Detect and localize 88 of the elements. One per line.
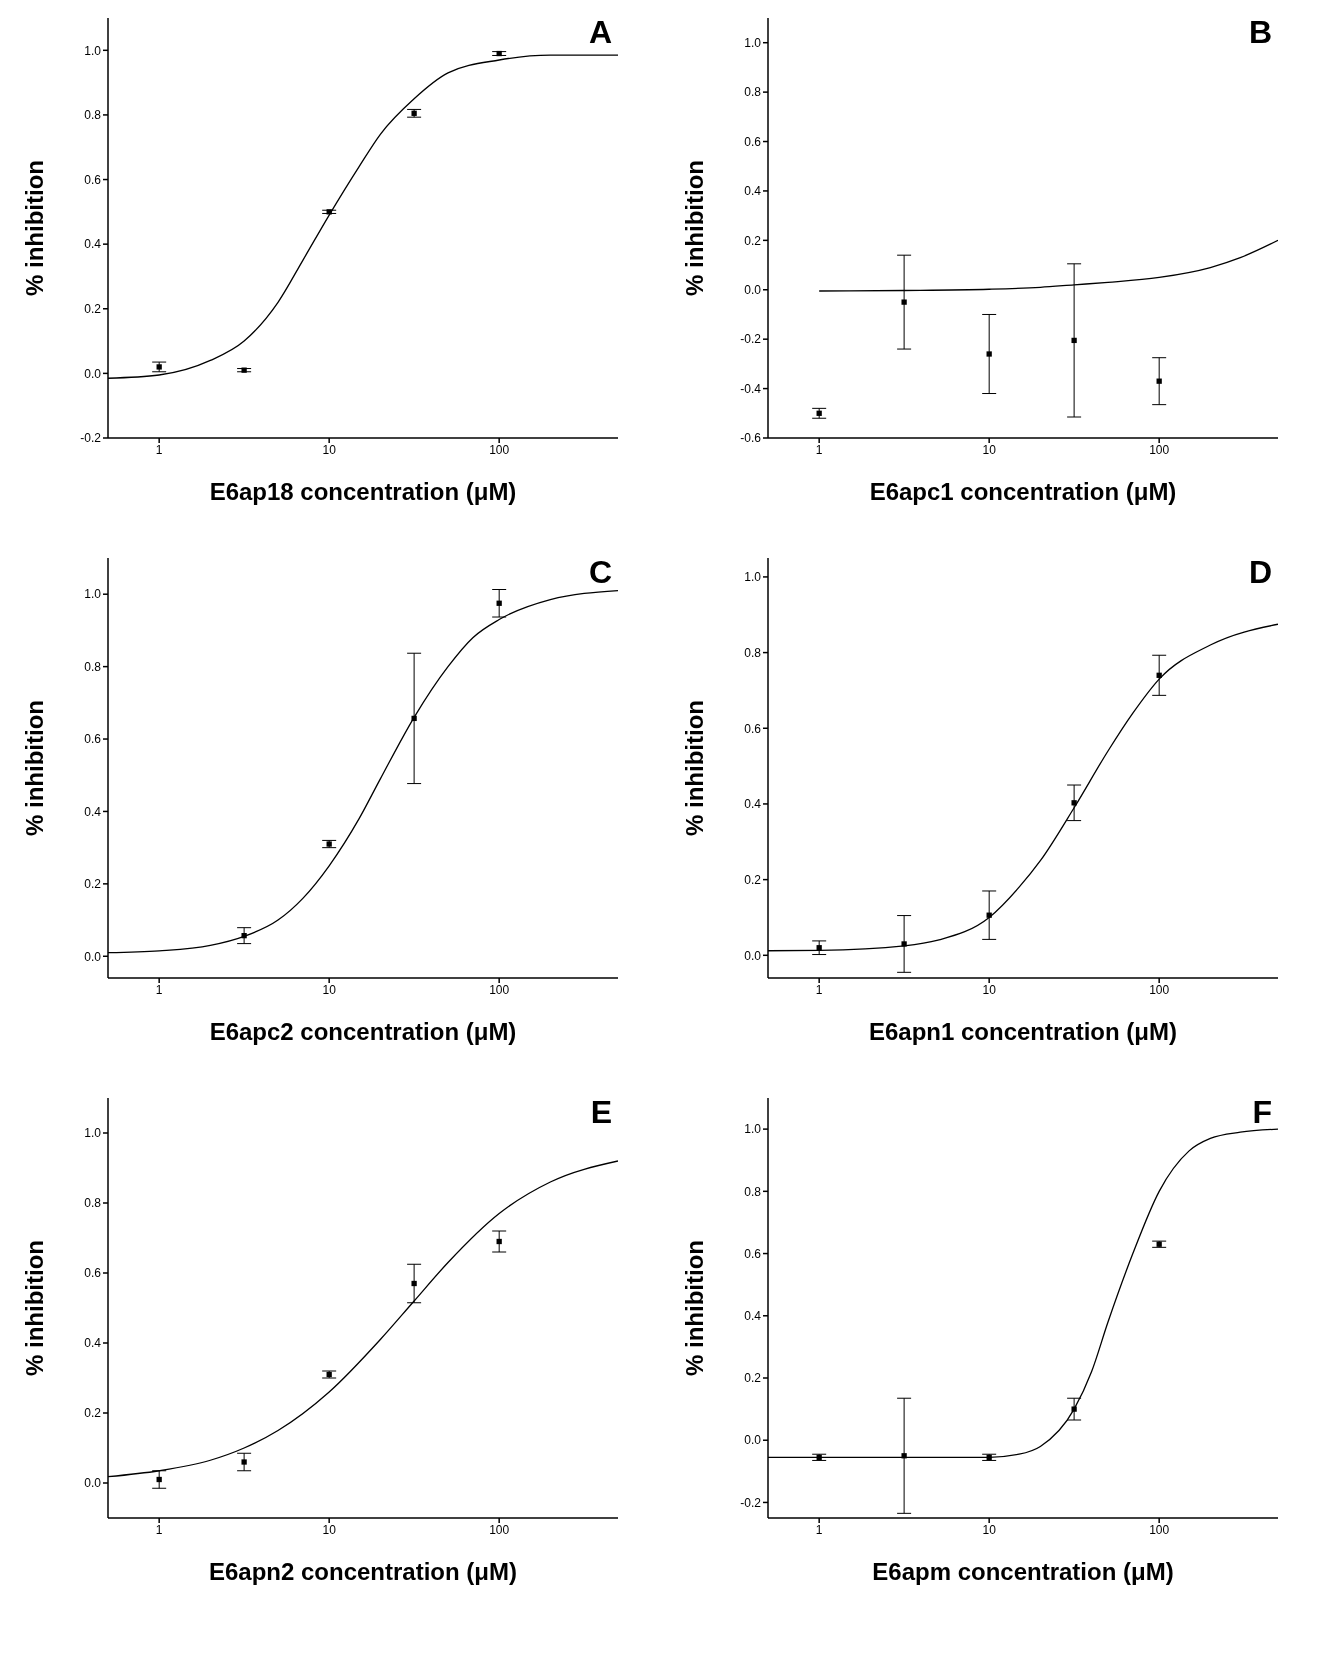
point (986, 351, 992, 357)
y-tick-label: 0.2 (744, 1371, 762, 1386)
y-tick-label: 0.4 (84, 1336, 102, 1351)
y-tick-label: 0.0 (84, 366, 102, 381)
y-tick-label: 0.0 (84, 1476, 102, 1491)
y-tick-label: 0.8 (84, 659, 102, 674)
y-tick-label: 0.2 (744, 872, 762, 887)
x-axis-title: E6ap18 concentration (μM) (209, 478, 517, 505)
y-tick-label: 0.4 (84, 804, 102, 819)
y-tick-label: 1.0 (744, 570, 762, 585)
x-tick-label: 10 (322, 982, 337, 997)
x-axis-title: E6apm concentration (μM) (872, 1558, 1174, 1585)
y-tick-label: 0.6 (84, 732, 102, 747)
x-tick-label: 1 (815, 442, 823, 457)
y-tick-label: 1.0 (84, 1126, 102, 1141)
y-axis-title: % inhibition (680, 160, 708, 296)
x-tick-label: 100 (489, 982, 510, 997)
y-tick-label: 0.6 (744, 134, 762, 149)
point (901, 941, 907, 947)
y-axis-title: % inhibition (680, 700, 708, 836)
y-tick-label: 0.6 (84, 172, 102, 187)
point (1071, 1406, 1077, 1412)
x-tick-label: 100 (1149, 982, 1170, 997)
x-axis-title: E6apn2 concentration (μM) (208, 1558, 518, 1585)
x-tick-label: 10 (322, 1522, 337, 1537)
y-tick-label: 0.4 (744, 184, 762, 199)
annotation: E (590, 1094, 612, 1131)
y-tick-label: 0.0 (744, 948, 762, 963)
y-tick-label: 0.6 (84, 1266, 102, 1281)
y-tick-label: 0.0 (744, 283, 762, 298)
point (241, 932, 247, 939)
y-tick-label: 1.0 (84, 587, 102, 602)
y-tick-label: 0.4 (84, 237, 102, 252)
y-axis-title: % inhibition (20, 1240, 48, 1376)
y-tick-label: 0.8 (84, 108, 102, 123)
x-axis-title: E6apc1 concentration (μM) (869, 478, 1177, 505)
y-axis-title: % inhibition (20, 160, 48, 296)
x-tick-label: 100 (1149, 442, 1170, 457)
x-tick-label: 1 (815, 982, 823, 997)
y-axis-title: % inhibition (680, 1240, 708, 1376)
y-tick-label: 0.8 (84, 1196, 102, 1211)
y-tick-label: 0.2 (744, 233, 762, 248)
y-tick-label: 1.0 (744, 1122, 762, 1137)
point (1071, 800, 1077, 806)
annotation: F (1252, 1094, 1272, 1131)
annotation: A (588, 14, 612, 51)
annotation: C (588, 554, 612, 591)
y-tick-label: -0.2 (740, 1495, 762, 1510)
x-tick-label: 10 (982, 982, 997, 997)
y-tick-label: -0.2 (80, 431, 102, 446)
point (901, 299, 907, 305)
y-tick-label: 0.4 (744, 1309, 762, 1324)
y-tick-label: -0.4 (740, 381, 762, 396)
annotation: D (1248, 554, 1272, 591)
y-tick-label: 0.8 (744, 85, 762, 100)
x-tick-label: 100 (489, 442, 510, 457)
x-tick-label: 1 (155, 1522, 163, 1537)
y-tick-label: 0.6 (744, 1246, 762, 1261)
x-tick-label: 100 (489, 1522, 510, 1537)
point (411, 715, 417, 722)
y-tick-label: 0.8 (744, 1184, 762, 1199)
x-axis-title: E6apn1 concentration (μM) (868, 1018, 1178, 1045)
y-tick-label: -0.6 (740, 431, 762, 446)
y-tick-label: 0.0 (744, 1433, 762, 1448)
y-tick-label: 0.2 (84, 302, 102, 317)
annotation: B (1248, 14, 1272, 51)
x-tick-label: 1 (815, 1522, 823, 1537)
point (241, 1459, 247, 1465)
point (1071, 337, 1077, 344)
y-tick-label: 0.0 (84, 949, 102, 964)
x-tick-label: 10 (982, 442, 997, 457)
point (411, 1280, 417, 1287)
y-tick-label: 0.2 (84, 877, 102, 892)
x-tick-label: 1 (155, 982, 163, 997)
y-tick-label: 0.2 (84, 1406, 102, 1421)
y-tick-label: 0.6 (744, 721, 762, 736)
y-axis-title: % inhibition (20, 700, 48, 836)
x-tick-label: 10 (982, 1522, 997, 1537)
point (901, 1453, 907, 1459)
y-tick-label: 0.4 (744, 797, 762, 812)
y-tick-label: 0.8 (744, 645, 762, 660)
x-tick-label: 100 (1149, 1522, 1170, 1537)
y-tick-label: 1.0 (744, 35, 762, 50)
y-tick-label: -0.2 (740, 332, 762, 347)
y-tick-label: 1.0 (84, 43, 102, 58)
x-tick-label: 1 (155, 442, 163, 457)
x-axis-title: E6apc2 concentration (μM) (209, 1018, 517, 1045)
x-tick-label: 10 (322, 442, 337, 457)
